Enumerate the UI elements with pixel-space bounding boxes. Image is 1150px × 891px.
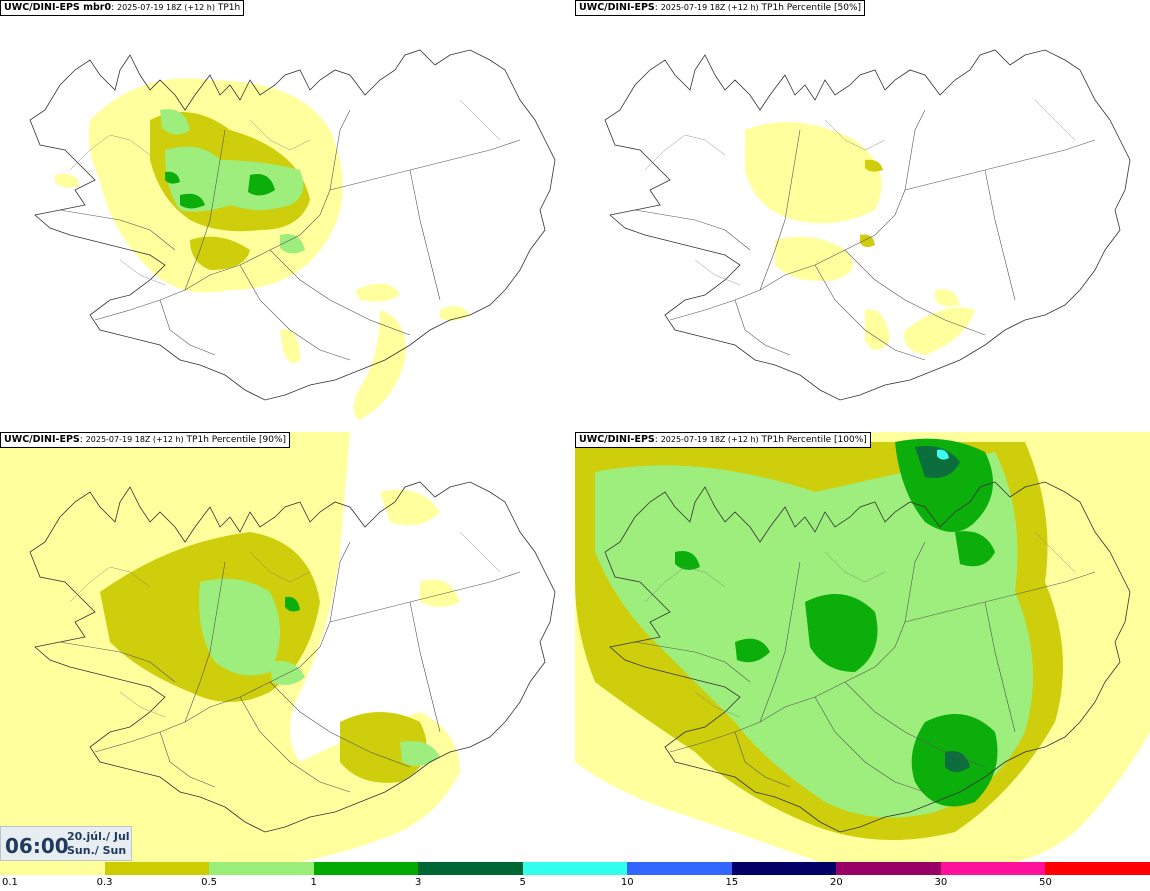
panel-field: TP1h Percentile [100%] [761,435,867,445]
legend-swatch [836,862,941,875]
precip-map-mbr0 [29,49,556,420]
precip-map-p100 [575,432,1150,864]
panel-run: 2025-07-19 18Z (+12 h) [117,3,215,12]
legend-tick-label: 0.1 [2,877,18,888]
panel-field: TP1h Percentile [90%] [186,435,287,445]
legend-tick-label: 5 [519,877,526,888]
panel-title: UWC/DINI-EPS: 2025-07-19 18Z (+12 h) TP1… [0,432,291,448]
panel-run: 2025-07-19 18Z (+12 h) [85,435,184,444]
map-panel-p50: UWC/DINI-EPS: 2025-07-19 18Z (+12 h) TP1… [575,0,1150,432]
legend-swatch [522,862,628,875]
panel-title: UWC/DINI-EPS: 2025-07-19 18Z (+12 h) TP1… [575,432,871,448]
panel-title: UWC/DINI-EPS: 2025-07-19 18Z (+12 h) TP1… [575,0,866,16]
valid-date-line1: 20.júl./ Jul [67,830,130,843]
legend-tick-label: 10 [620,877,634,888]
legend-tick-label: 0.5 [201,877,218,888]
panel-model: UWC/DINI-EPS mbr0 [4,2,112,13]
legend-swatch [313,862,419,875]
legend-tick-label: 1 [310,877,317,888]
precip-map-p90 [0,432,556,864]
legend-tick-label: 50 [1039,877,1052,888]
valid-date: 20.júl./ Jul Sun./ Sun [67,830,130,858]
color-legend: 0.1 0.3 0.5 1 3 5 10 15 20 30 50 [0,862,1150,891]
panel-run: 2025-07-19 18Z (+12 h) [660,435,759,444]
legend-swatch [418,862,523,875]
legend-swatch [0,862,105,875]
legend-tick-label: 30 [934,877,948,888]
map-panel-p90: UWC/DINI-EPS: 2025-07-19 18Z (+12 h) TP1… [0,432,575,864]
legend-tick-label: 0.3 [96,877,113,888]
legend-tick-label: 15 [725,877,739,888]
panel-run: 2025-07-19 18Z (+12 h) [660,3,759,12]
valid-time: 06:00 [5,834,69,858]
map-panel-p100: UWC/DINI-EPS: 2025-07-19 18Z (+12 h) TP1… [575,432,1150,864]
panel-model: UWC/DINI-EPS [579,434,655,445]
legend-tick-label: 3 [414,877,422,888]
legend-swatch [209,862,314,875]
valid-date-line2: Sun./ Sun [67,844,127,857]
legend-swatch [627,862,732,875]
panel-model: UWC/DINI-EPS [579,2,655,13]
precip-map-p50 [604,49,1131,401]
legend-swatch [940,862,1046,875]
panel-model: UWC/DINI-EPS [4,434,80,445]
valid-time-box: 06:00 20.júl./ Jul Sun./ Sun [0,826,132,861]
panel-field: TP1h [217,3,241,13]
legend-swatch [104,862,210,875]
legend-swatch [731,862,837,875]
legend-bar [0,862,1150,875]
panel-title: UWC/DINI-EPS mbr0: 2025-07-19 18Z (+12 h… [0,0,245,16]
legend-swatch [1045,862,1150,875]
panel-field: TP1h Percentile [50%] [761,3,862,13]
legend-tick-label: 20 [829,877,843,888]
map-panel-mbr0: UWC/DINI-EPS mbr0: 2025-07-19 18Z (+12 h… [0,0,575,432]
